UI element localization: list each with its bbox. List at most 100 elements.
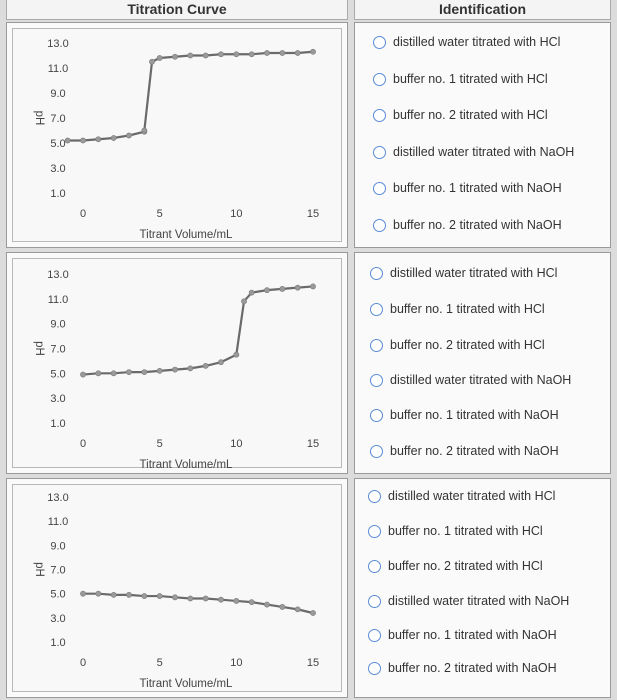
y-tick-label: 5.0 <box>50 138 65 150</box>
data-point <box>64 137 71 144</box>
radio-button[interactable] <box>373 218 386 232</box>
y-tick-label: 9.0 <box>50 540 65 552</box>
x-tick-label: 15 <box>307 657 319 669</box>
data-point <box>202 595 209 602</box>
data-point <box>80 371 86 378</box>
identification-option[interactable]: buffer no. 2 titrated with HCl <box>370 338 545 352</box>
x-tick-label: 15 <box>307 438 319 450</box>
data-point <box>279 50 286 56</box>
identification-option[interactable]: buffer no. 2 titrated with NaOH <box>373 218 562 232</box>
identification-option[interactable]: distilled water titrated with NaOH <box>368 594 569 608</box>
data-point <box>156 593 163 599</box>
data-point <box>294 284 301 291</box>
data-point <box>110 591 117 598</box>
data-point <box>95 136 102 143</box>
y-tick-label: 7.0 <box>50 344 65 356</box>
radio-button[interactable] <box>373 108 386 122</box>
identification-option[interactable]: buffer no. 1 titrated with NaOH <box>373 181 562 195</box>
data-point <box>248 599 255 606</box>
y-tick-label: 3.0 <box>50 393 65 405</box>
radio-button[interactable] <box>370 373 383 387</box>
data-point <box>172 53 178 60</box>
identification-option[interactable]: buffer no. 1 titrated with NaOH <box>370 408 559 422</box>
chart-frame <box>12 258 342 468</box>
chart-frame <box>12 28 342 242</box>
radio-button[interactable] <box>370 302 383 316</box>
identification-option[interactable]: buffer no. 2 titrated with NaOH <box>370 444 559 458</box>
radio-button[interactable] <box>370 408 383 422</box>
option-label: buffer no. 2 titrated with NaOH <box>388 661 557 675</box>
data-point <box>110 135 117 141</box>
identification-option[interactable]: buffer no. 1 titrated with HCl <box>373 72 548 86</box>
data-point <box>248 51 255 58</box>
data-point <box>156 55 163 61</box>
data-point <box>95 370 102 377</box>
titration-chart-cell <box>6 22 348 248</box>
option-label: distilled water titrated with NaOH <box>390 373 572 387</box>
identification-option[interactable]: buffer no. 2 titrated with HCl <box>373 108 548 122</box>
data-point <box>126 132 132 139</box>
y-axis-label: pH <box>33 341 45 356</box>
data-point <box>156 367 163 374</box>
identification-option[interactable]: buffer no. 2 titrated with NaOH <box>368 661 557 675</box>
option-label: buffer no. 1 titrated with HCl <box>393 72 548 86</box>
radio-button[interactable] <box>370 444 383 458</box>
y-tick-label: 1.0 <box>50 188 65 200</box>
y-tick-label: 13.0 <box>47 38 68 50</box>
titration-chart-cell <box>6 478 348 698</box>
y-axis-label: pH <box>33 562 45 577</box>
option-label: buffer no. 1 titrated with HCl <box>390 302 545 316</box>
y-tick-label: 13.0 <box>47 269 68 281</box>
identification-option[interactable]: distilled water titrated with NaOH <box>370 373 571 387</box>
data-point <box>310 610 316 616</box>
radio-button[interactable] <box>370 338 383 352</box>
identification-option[interactable]: buffer no. 1 titrated with NaOH <box>368 628 557 642</box>
data-point <box>187 365 194 372</box>
identification-option[interactable]: buffer no. 1 titrated with HCl <box>370 302 545 316</box>
identification-header: Identification <box>354 0 611 20</box>
data-point <box>80 590 86 597</box>
data-point <box>202 52 209 59</box>
radio-button[interactable] <box>368 661 381 675</box>
option-label: buffer no. 2 titrated with NaOH <box>390 444 559 458</box>
radio-button[interactable] <box>373 72 386 86</box>
titration-curve-header: Titration Curve <box>6 0 348 20</box>
data-point <box>172 366 178 373</box>
identification-option[interactable]: distilled water titrated with NaOH <box>373 145 574 159</box>
data-point <box>187 52 194 59</box>
data-point <box>149 58 155 65</box>
radio-button[interactable] <box>373 181 386 195</box>
y-axis-label: pH <box>33 111 45 126</box>
x-axis-label: Titrant Volume/mL <box>140 229 233 241</box>
titration-curve-line <box>82 285 314 376</box>
y-tick-label: 7.0 <box>50 565 65 577</box>
identification-option[interactable]: distilled water titrated with HCl <box>368 489 555 503</box>
x-tick-label: 0 <box>80 657 86 669</box>
identification-option[interactable]: buffer no. 1 titrated with HCl <box>368 524 543 538</box>
radio-button[interactable] <box>368 489 381 503</box>
option-label: distilled water titrated with NaOH <box>393 145 575 159</box>
data-point <box>233 351 240 358</box>
data-point <box>264 601 270 608</box>
identification-option[interactable]: buffer no. 2 titrated with HCl <box>368 559 543 573</box>
data-point <box>233 598 240 604</box>
y-tick-label: 5.0 <box>50 589 65 601</box>
radio-button[interactable] <box>368 524 381 538</box>
radio-button[interactable] <box>368 628 381 642</box>
data-point <box>233 51 240 58</box>
option-label: distilled water titrated with HCl <box>393 35 561 49</box>
radio-button[interactable] <box>368 559 381 573</box>
identification-options-cell <box>354 22 611 248</box>
y-tick-label: 5.0 <box>50 368 65 380</box>
identification-option[interactable]: distilled water titrated with HCl <box>370 266 557 280</box>
titration-chart-cell <box>6 252 348 474</box>
data-point <box>279 285 286 292</box>
radio-button[interactable] <box>373 145 386 159</box>
radio-button[interactable] <box>370 266 383 280</box>
y-tick-label: 11.0 <box>48 294 69 306</box>
data-point <box>294 50 301 56</box>
identification-option[interactable]: distilled water titrated with HCl <box>373 35 560 49</box>
radio-button[interactable] <box>373 35 386 49</box>
radio-button[interactable] <box>368 594 381 608</box>
